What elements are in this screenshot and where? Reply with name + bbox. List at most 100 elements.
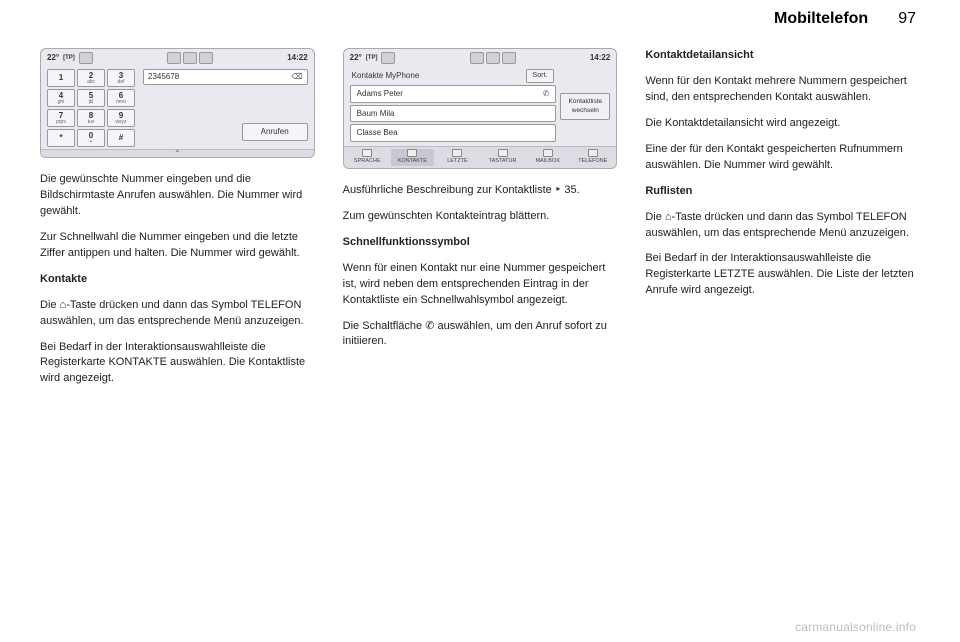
contacts-header: Kontakte MyPhone Sort. xyxy=(350,69,557,85)
status-icon xyxy=(381,52,395,64)
tab-icon xyxy=(407,149,417,157)
contacts-screenshot: 22° [TP] 14:22 xyxy=(343,48,618,169)
contact-name: Baum Mila xyxy=(357,108,395,120)
dialed-number: 2345678 xyxy=(148,71,179,83)
page: Mobiltelefon 97 22° [TP] xyxy=(40,10,920,612)
watermark: carmanualsonline.info xyxy=(795,620,916,634)
call-button[interactable]: Anrufen xyxy=(242,123,308,141)
key-star[interactable]: * xyxy=(47,129,75,147)
page-header: Mobiltelefon 97 xyxy=(40,10,920,28)
key-1[interactable]: 1 xyxy=(47,69,75,87)
dialed-number-display: 2345678 ⌫ xyxy=(143,69,308,85)
key-hash[interactable]: # xyxy=(107,129,135,147)
tab-icon xyxy=(362,149,372,157)
tab-icon xyxy=(498,149,508,157)
contacts-statusbar: 22° [TP] 14:22 xyxy=(344,49,617,65)
body-text: Zum gewünschten Kontakteintrag blättern. xyxy=(343,209,618,225)
key-5[interactable]: 5jkl xyxy=(77,89,105,107)
subheading-ruflisten: Ruflisten xyxy=(645,184,920,200)
status-icon xyxy=(199,52,213,64)
tab-label: SPRACHE xyxy=(354,158,381,166)
body-text: Die Schaltfläche ✆ auswählen, um den Anr… xyxy=(343,319,618,351)
tab-kontakte[interactable]: KONTAKTE xyxy=(391,149,434,166)
body-text: Bei Bedarf in der Interaktionsaus­wahlle… xyxy=(40,340,315,388)
subheading-kontaktdetail: Kontaktdetailansicht xyxy=(645,48,920,64)
call-button-label: Anrufen xyxy=(261,127,289,136)
body-text: Die ⌂-Taste drücken und dann das Symbol … xyxy=(40,298,315,330)
tab-label: TASTATUR xyxy=(489,158,517,166)
backspace-icon[interactable]: ⌫ xyxy=(291,71,302,83)
contacts-title: Kontakte MyPhone xyxy=(352,70,420,82)
dialer-body: 1 2abc 3def 4ghi 5jkl 6mno 7pqrs 8tuv 9w… xyxy=(41,65,314,149)
body-text: Die gewünschte Nummer eingeben und die B… xyxy=(40,172,315,220)
key-7[interactable]: 7pqrs xyxy=(47,109,75,127)
subheading-kontakte: Kontakte xyxy=(40,272,315,288)
subheading-schnellfunktion: Schnellfunktionssymbol xyxy=(343,235,618,251)
column-3: Kontaktdetailansicht Wenn für den Kontak… xyxy=(645,48,920,397)
body-text: Die ⌂-Taste drücken und dann das Symbol … xyxy=(645,210,920,242)
status-icon xyxy=(79,52,93,64)
sort-button[interactable]: Sort. xyxy=(526,69,555,83)
status-icon xyxy=(167,52,181,64)
tab-tastatur[interactable]: TASTATUR xyxy=(481,149,524,166)
dialer-time: 14:22 xyxy=(287,52,307,64)
tab-label: LETZTE xyxy=(447,158,467,166)
dialer-keypad: 1 2abc 3def 4ghi 5jkl 6mno 7pqrs 8tuv 9w… xyxy=(47,69,135,147)
sort-button-label: Sort. xyxy=(533,72,548,79)
contacts-list-col: Kontakte MyPhone Sort. Adams Peter ✆ Bau xyxy=(350,69,557,144)
status-icon xyxy=(502,52,516,64)
key-3[interactable]: 3def xyxy=(107,69,135,87)
contacts-tabbar: SPRACHE KONTAKTE LETZTE TASTATUR MAILBOX… xyxy=(344,146,617,168)
contact-name: Classe Bea xyxy=(357,127,398,139)
status-icon xyxy=(470,52,484,64)
contact-name: Adams Peter xyxy=(357,88,403,100)
dialer-screenshot: 22° [TP] 14:22 xyxy=(40,48,315,158)
key-8[interactable]: 8tuv xyxy=(77,109,105,127)
content-columns: 22° [TP] 14:22 xyxy=(40,48,920,397)
body-text: Eine der für den Kontakt gespeicher­ten … xyxy=(645,142,920,174)
status-icon xyxy=(183,52,197,64)
column-2: 22° [TP] 14:22 xyxy=(343,48,618,397)
body-text: Die Kontaktdetailansicht wird ange­zeigt… xyxy=(645,116,920,132)
switch-contactlist-label: Kontaktliste wechseln xyxy=(569,98,603,114)
column-1: 22° [TP] 14:22 xyxy=(40,48,315,397)
contact-item[interactable]: Baum Mila xyxy=(350,105,557,123)
status-icon xyxy=(486,52,500,64)
tp-label: [TP] xyxy=(63,54,75,63)
tp-label: [TP] xyxy=(366,54,378,63)
tab-icon xyxy=(452,149,462,157)
tab-mailbox[interactable]: MAILBOX xyxy=(526,149,569,166)
tab-label: TELEFONE xyxy=(578,158,607,166)
body-text: Ausführliche Beschreibung zur Kon­taktli… xyxy=(343,183,618,199)
key-4[interactable]: 4ghi xyxy=(47,89,75,107)
contacts-time: 14:22 xyxy=(590,52,610,64)
tab-sprache[interactable]: SPRACHE xyxy=(346,149,389,166)
dialer-temp: 22° xyxy=(47,52,59,64)
tab-label: MAILBOX xyxy=(535,158,559,166)
key-0[interactable]: 0+ xyxy=(77,129,105,147)
section-title: Mobiltelefon xyxy=(774,10,868,28)
tab-telefone[interactable]: TELEFONE xyxy=(571,149,614,166)
chevron-up-icon[interactable]: ⌃ xyxy=(174,148,181,158)
contact-item[interactable]: Adams Peter ✆ xyxy=(350,85,557,103)
phone-icon[interactable]: ✆ xyxy=(543,88,550,100)
key-2[interactable]: 2abc xyxy=(77,69,105,87)
body-text: Zur Schnellwahl die Nummer einge­ben und… xyxy=(40,230,315,262)
dialer-right: 2345678 ⌫ Anrufen xyxy=(139,69,308,147)
dialer-footer: ⌃ xyxy=(41,149,314,157)
tab-icon xyxy=(588,149,598,157)
key-9[interactable]: 9wxyz xyxy=(107,109,135,127)
contacts-temp: 22° xyxy=(350,52,362,64)
switch-contactlist-button[interactable]: Kontaktliste wechseln xyxy=(560,93,610,120)
tab-label: KONTAKTE xyxy=(398,158,427,166)
key-6[interactable]: 6mno xyxy=(107,89,135,107)
dialer-statusbar: 22° [TP] 14:22 xyxy=(41,49,314,65)
body-text: Wenn für den Kontakt mehrere Num­mern ge… xyxy=(645,74,920,106)
page-number: 97 xyxy=(898,10,916,28)
contact-item[interactable]: Classe Bea xyxy=(350,124,557,142)
body-text: Bei Bedarf in der Interaktionsaus­wahlle… xyxy=(645,251,920,299)
tab-letzte[interactable]: LETZTE xyxy=(436,149,479,166)
body-text: Wenn für einen Kontakt nur eine Nummer g… xyxy=(343,261,618,309)
contacts-body: Kontakte MyPhone Sort. Adams Peter ✆ Bau xyxy=(344,65,617,146)
tab-icon xyxy=(543,149,553,157)
